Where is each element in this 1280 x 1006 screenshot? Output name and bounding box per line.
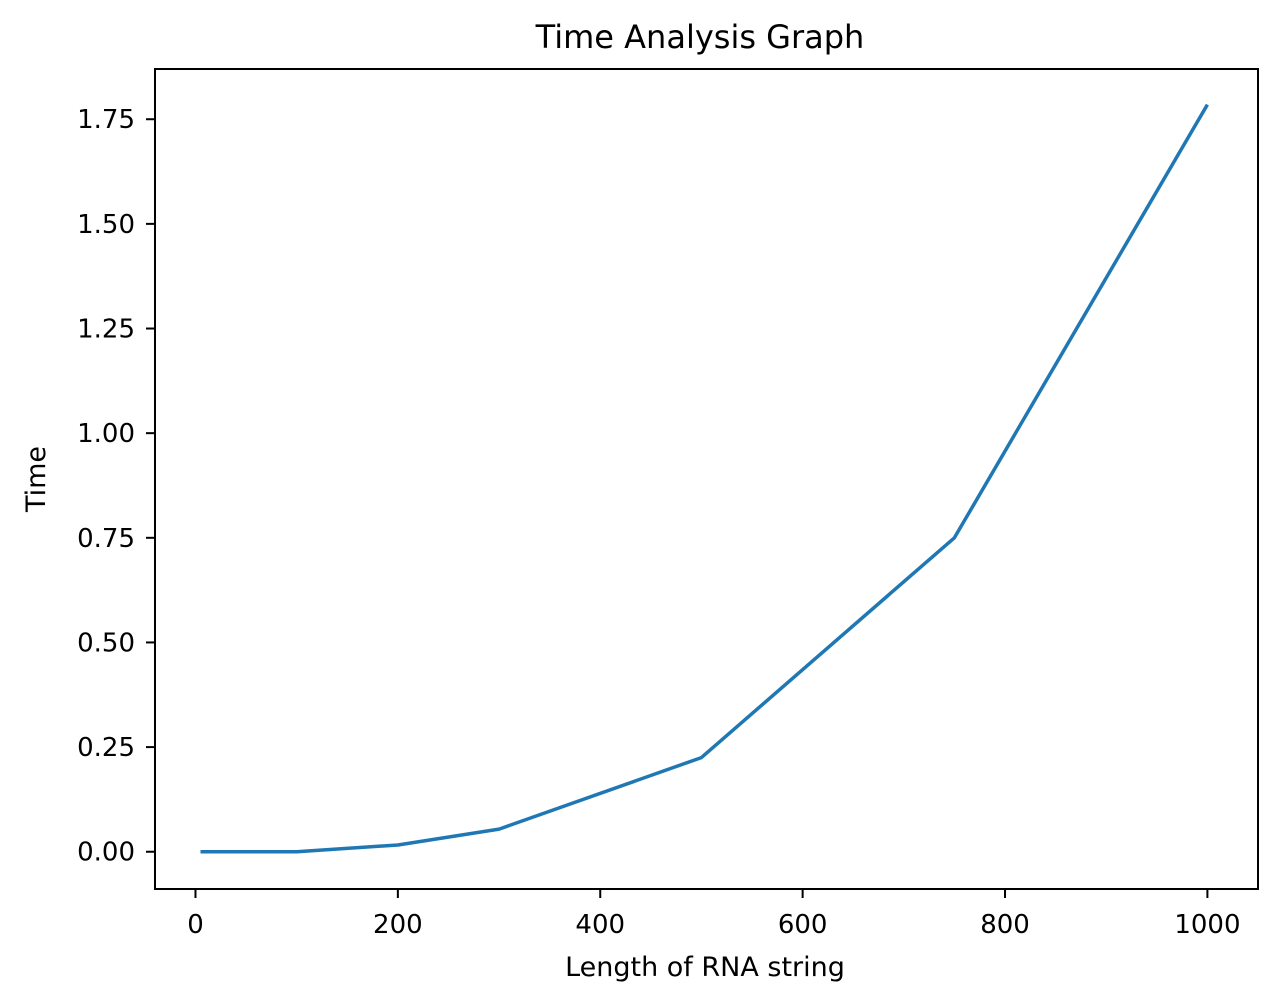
x-tick-label: 1000 [1174, 910, 1240, 940]
chart-title: Time Analysis Graph [535, 18, 865, 56]
x-axis-label: Length of RNA string [565, 952, 845, 983]
x-tick-label: 800 [980, 910, 1030, 940]
x-tick-label: 400 [575, 910, 625, 940]
y-tick-label: 0.75 [77, 524, 135, 554]
series-line [200, 103, 1209, 854]
y-tick-label: 1.00 [77, 419, 135, 449]
y-tick-label: 0.50 [77, 628, 135, 658]
x-axis-ticks: 0 200 400 600 800 1000 [187, 889, 1240, 940]
series-layer [200, 103, 1209, 854]
y-tick-label: 0.25 [77, 733, 135, 763]
y-tick-label: 0.00 [77, 838, 135, 868]
y-tick-label: 1.25 [77, 315, 135, 345]
y-tick-label: 1.75 [77, 105, 135, 135]
x-tick-label: 600 [778, 910, 828, 940]
y-axis-label: Time [21, 446, 52, 513]
plot-frame [154, 68, 1259, 890]
x-tick-label: 200 [373, 910, 423, 940]
y-axis-ticks: 0.00 0.25 0.50 0.75 1.00 1.25 1.50 1.75 [77, 105, 155, 868]
y-tick-label: 1.50 [77, 210, 135, 240]
x-tick-label: 0 [187, 910, 204, 940]
